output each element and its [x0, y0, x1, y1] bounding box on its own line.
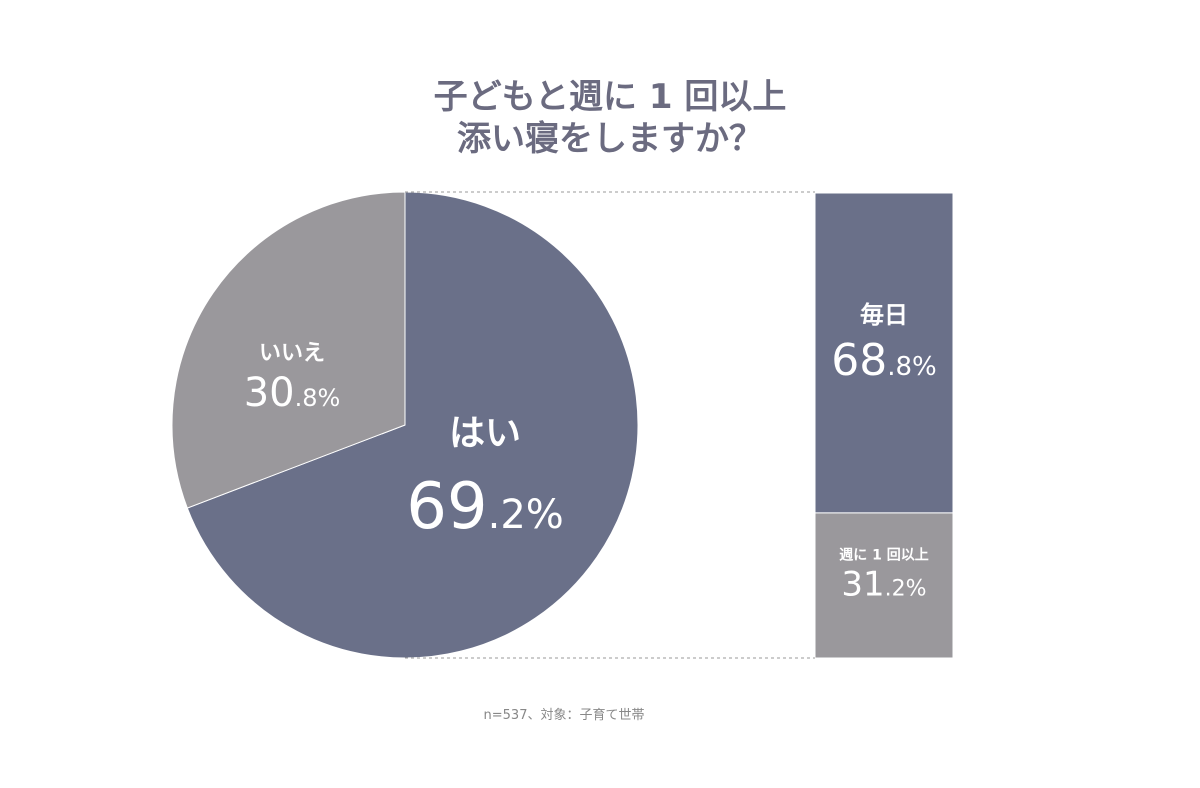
bar-segment-0	[814, 192, 954, 514]
pie-slice-value-1: 30.8%	[244, 370, 341, 416]
bar-segment-value-1: 31.2%	[841, 564, 926, 604]
pie-slice-label-1: いいえ	[259, 341, 325, 366]
bar-segment-label-0: 毎日	[860, 301, 908, 329]
pie-slice-label-0: はい	[449, 413, 521, 454]
chart-title-line-1: 子どもと週に 1 回以上	[434, 77, 787, 117]
bar-segment-value-0: 68.8%	[831, 335, 937, 386]
pie-slice-1	[171, 191, 406, 509]
bar-segment-label-1: 週に 1 回以上	[839, 547, 929, 563]
pie-slice-value-0: 69.2%	[406, 470, 564, 544]
pie-chart: はい 69.2% いいえ 30.8%	[171, 191, 639, 659]
pie-slice-0	[186, 191, 639, 659]
bar-segment-1	[814, 512, 954, 659]
chart-title-line-2: 添い寝をしますか？	[457, 119, 763, 159]
footnote: n=537、対象：子育て世帯	[484, 707, 645, 723]
